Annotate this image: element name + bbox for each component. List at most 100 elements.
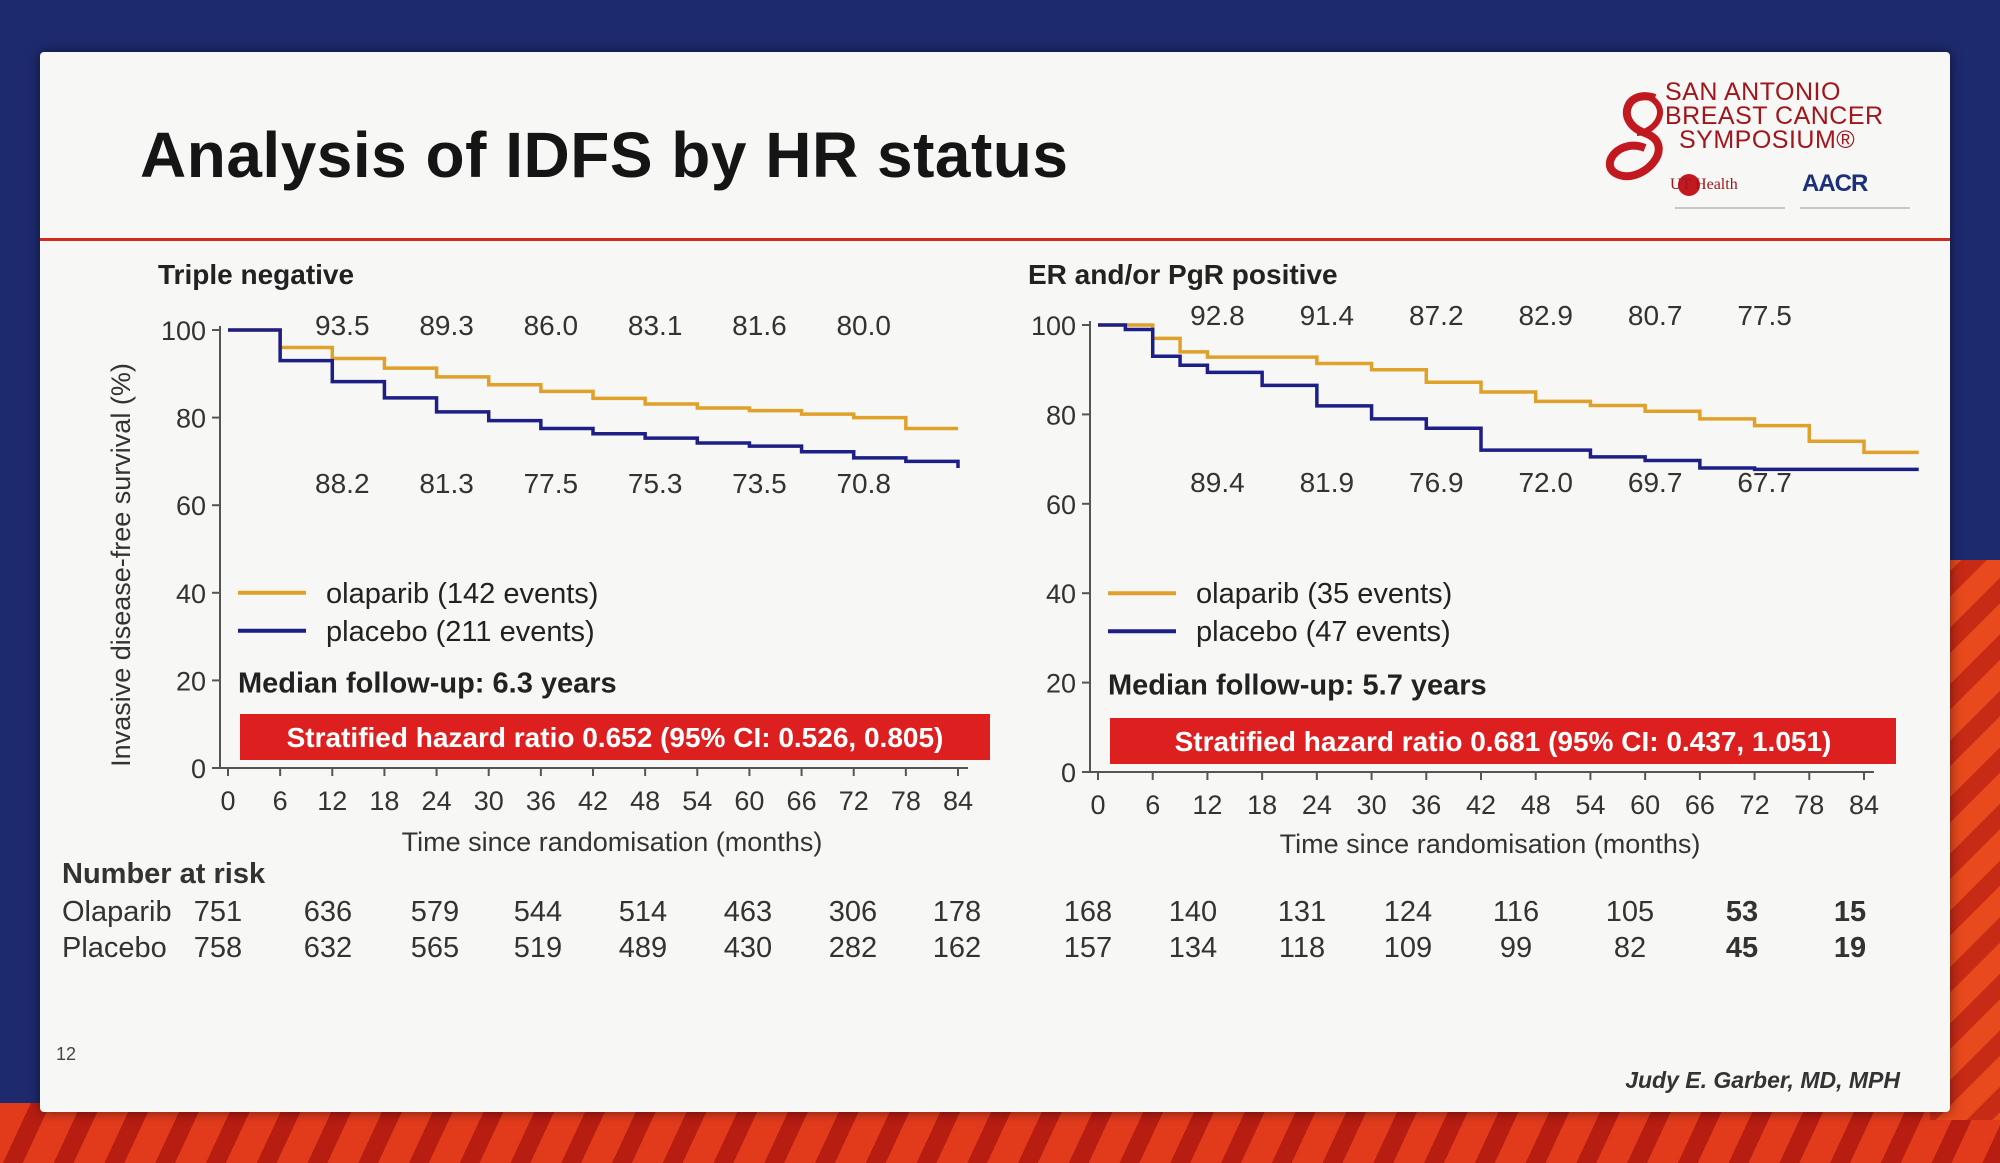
risk-row-label-olaparib: Olaparib [62, 896, 172, 928]
logo-ut-health: UT Health [1670, 176, 1738, 193]
tn-at-risk-placebo-value: 519 [514, 932, 562, 964]
tn-panel-title: Triple negative [158, 259, 354, 290]
er-y-tick-label: 60 [1046, 490, 1076, 520]
tn-at-risk-placebo-value: 632 [304, 932, 352, 964]
tn-y-tick-label: 60 [176, 491, 206, 521]
tn-x-tick-label: 66 [787, 786, 817, 816]
tn-x-tick-label: 72 [839, 786, 869, 816]
er-x-tick-label: 12 [1192, 790, 1222, 820]
er-hazard-ratio-label: Stratified hazard ratio 0.681 (95% CI: 0… [1175, 726, 1832, 757]
symposium-logo-icon [1605, 92, 1910, 209]
tn-olaparib-value-label: 93.5 [315, 310, 370, 341]
logo-text: SAN ANTONIO BREAST CANCER SYMPOSIUM® [1665, 78, 1884, 154]
tn-y-tick-label: 100 [161, 316, 206, 346]
er-at-risk-placebo-value: 99 [1500, 932, 1532, 964]
slide: Analysis of IDFS by HR status SAN ANTONI… [40, 52, 1950, 1112]
tn-placebo-value-label: 73.5 [732, 468, 787, 499]
er-y-tick-label: 80 [1046, 400, 1076, 430]
tn-at-risk-placebo-value: 282 [829, 932, 877, 964]
tn-x-tick-label: 42 [578, 786, 608, 816]
er-olaparib-value-label: 91.4 [1300, 300, 1355, 331]
er-panel-title: ER and/or PgR positive [1028, 259, 1338, 290]
tn-at-risk-placebo-value: 565 [411, 932, 459, 964]
er-at-risk-olaparib-value: 131 [1278, 896, 1326, 928]
tn-placebo-value-label: 75.3 [628, 468, 683, 499]
tn-x-tick-label: 18 [369, 786, 399, 816]
tn-at-risk-olaparib-value: 579 [411, 896, 459, 928]
y-axis-label: Invasive disease-free survival (%) [106, 363, 136, 767]
tn-at-risk-olaparib-value: 306 [829, 896, 877, 928]
er-olaparib-value-label: 77.5 [1737, 300, 1792, 331]
tn-placebo-value-label: 77.5 [524, 468, 579, 499]
tn-at-risk-placebo-value: 758 [194, 932, 242, 964]
tn-at-risk-placebo-value: 430 [724, 932, 772, 964]
tn-x-tick-label: 84 [943, 786, 973, 816]
er-placebo-curve [1098, 323, 1919, 472]
er-legend-placebo-label: placebo (47 events) [1196, 616, 1451, 648]
tn-at-risk-olaparib-value: 514 [619, 896, 667, 928]
er-legend-olaparib-label: olaparib (35 events) [1196, 578, 1452, 610]
tn-x-tick-label: 78 [891, 786, 921, 816]
tn-placebo-curve [228, 328, 960, 468]
er-y-tick-label: 100 [1031, 311, 1076, 341]
tn-olaparib-value-label: 80.0 [836, 310, 891, 341]
er-at-risk-olaparib-value: 105 [1606, 896, 1654, 928]
tn-hazard-ratio-box [240, 714, 990, 760]
er-x-tick-label: 72 [1740, 790, 1770, 820]
logo-line-2: BREAST CANCER [1665, 102, 1884, 130]
er-at-risk-olaparib-value: 116 [1493, 896, 1539, 928]
tn-at-risk-olaparib-value: 544 [514, 896, 562, 928]
tn-olaparib-value-label: 81.6 [732, 310, 787, 341]
tn-placebo-value-label: 81.3 [419, 468, 474, 499]
tn-olaparib-value-label: 86.0 [524, 310, 579, 341]
author-credit: Judy E. Garber, MD, MPH [1625, 1067, 1900, 1093]
logo-aacr: AACR [1802, 170, 1868, 197]
logo-line-3: SYMPOSIUM® [1679, 126, 1856, 154]
background-stripes [0, 1103, 2000, 1163]
er-at-risk-olaparib-value: 168 [1064, 896, 1112, 928]
tn-x-tick-label: 24 [422, 786, 452, 816]
tn-median-followup: Median follow-up: 6.3 years [238, 667, 617, 699]
er-x-tick-label: 30 [1357, 790, 1387, 820]
er-placebo-value-label: 76.9 [1409, 467, 1464, 498]
number-at-risk-label: Number at risk [62, 858, 266, 890]
tn-at-risk-olaparib-value: 751 [194, 896, 242, 928]
tn-at-risk-olaparib-value: 636 [304, 896, 352, 928]
tn-placebo-value-label: 88.2 [315, 468, 370, 499]
er-x-tick-label: 6 [1145, 790, 1160, 820]
tn-olaparib-value-label: 89.3 [419, 310, 474, 341]
er-at-risk-placebo-value: 157 [1064, 932, 1112, 964]
er-x-tick-label: 0 [1090, 790, 1105, 820]
er-at-risk-olaparib-value: 140 [1169, 896, 1217, 928]
tn-y-tick-label: 80 [176, 404, 206, 434]
tn-x-tick-label: 54 [682, 786, 712, 816]
er-placebo-value-label: 81.9 [1300, 467, 1355, 498]
tn-at-risk-olaparib-value: 178 [933, 896, 981, 928]
logo-line-1: SAN ANTONIO [1665, 78, 1841, 106]
x-axis-label-left: Time since randomisation (months) [402, 827, 823, 857]
er-placebo-value-label: 89.4 [1190, 467, 1245, 498]
slide-title: Analysis of IDFS by HR status [140, 119, 1069, 191]
er-at-risk-placebo-value: 118 [1279, 932, 1325, 964]
ut-star-icon [1678, 174, 1700, 196]
tn-y-tick-label: 40 [176, 579, 206, 609]
er-olaparib-curve [1098, 323, 1919, 455]
er-olaparib-value-label: 80.7 [1628, 300, 1683, 331]
er-x-tick-label: 36 [1411, 790, 1441, 820]
tn-y-tick-label: 20 [176, 666, 206, 696]
tn-x-tick-label: 6 [273, 786, 288, 816]
er-at-risk-placebo-value: 45 [1726, 932, 1758, 964]
er-at-risk-placebo-value: 82 [1614, 932, 1646, 964]
tn-legend-olaparib-label: olaparib (142 events) [326, 578, 598, 610]
x-axis-label-right: Time since randomisation (months) [1280, 829, 1701, 859]
tn-x-tick-label: 60 [734, 786, 764, 816]
tn-x-tick-label: 30 [474, 786, 504, 816]
tn-y-tick-label: 0 [191, 754, 206, 784]
er-x-tick-label: 60 [1630, 790, 1660, 820]
er-olaparib-value-label: 82.9 [1518, 300, 1573, 331]
tn-x-tick-label: 36 [526, 786, 556, 816]
risk-row-label-placebo: Placebo [62, 932, 167, 964]
er-at-risk-olaparib-value: 124 [1384, 896, 1432, 928]
er-placebo-value-label: 67.7 [1737, 467, 1792, 498]
